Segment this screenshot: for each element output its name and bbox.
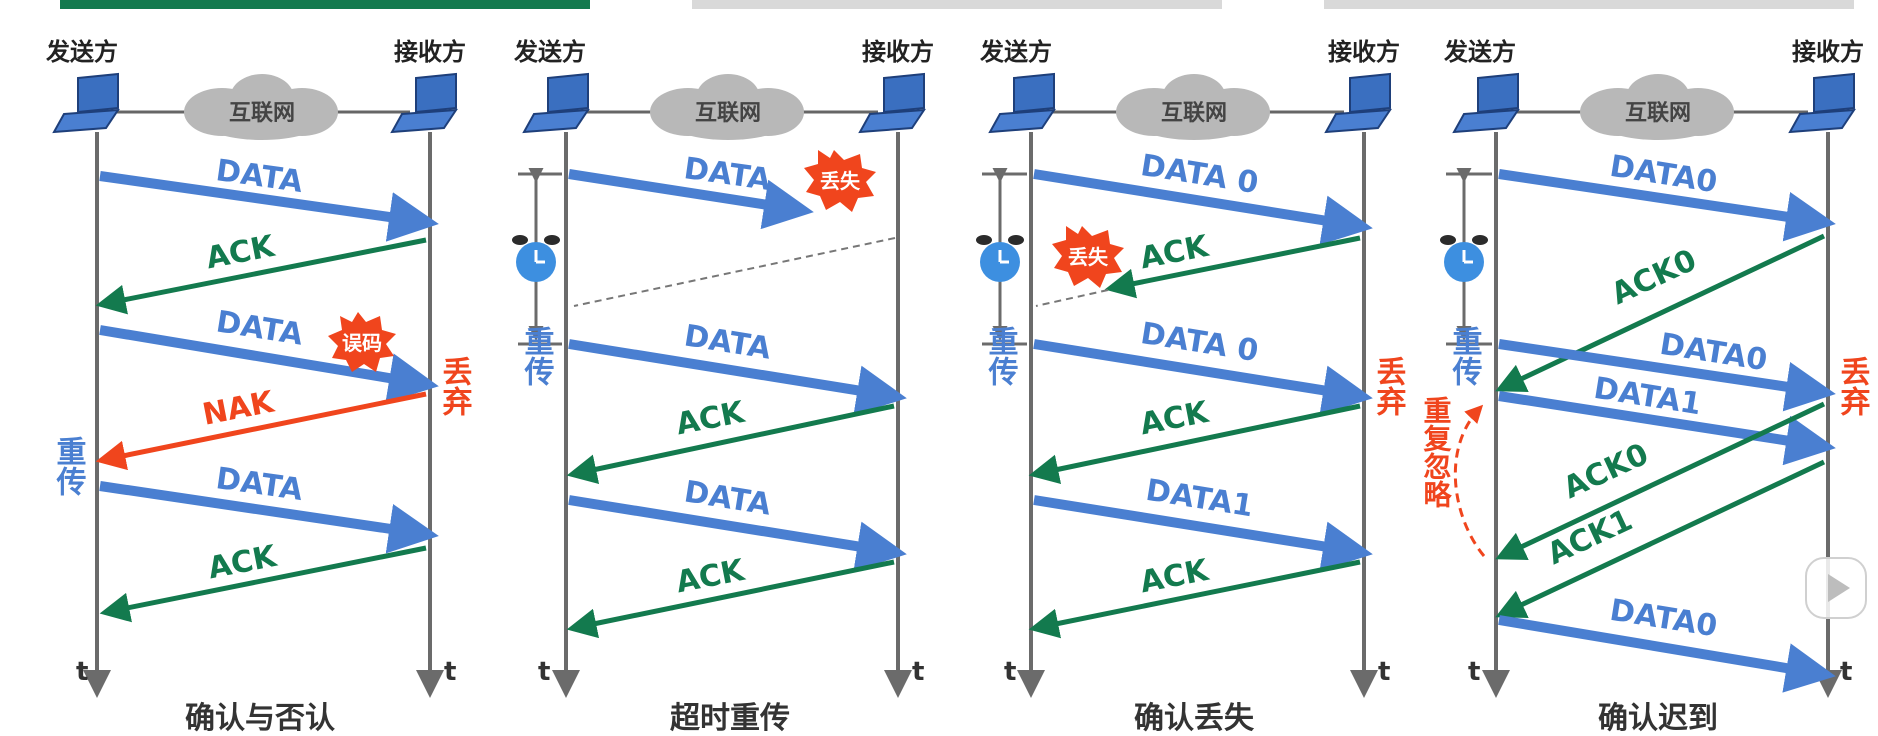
sender-label: 发送方 <box>513 38 586 66</box>
time-label: t <box>1468 657 1480 687</box>
ack-arrow <box>99 545 427 623</box>
alarm-clock-icon <box>512 235 560 282</box>
discard-note: 丢弃 <box>1371 356 1407 416</box>
play-icon <box>1828 574 1850 602</box>
panel-timeout-retransmit: 发送方 接收方 互联网 t t DATA <box>512 38 934 736</box>
message-label: DATA <box>214 305 306 353</box>
data-arrow <box>1033 169 1373 245</box>
sender-laptop-icon <box>522 72 590 134</box>
ack-arrow <box>566 403 895 484</box>
ack-arrow <box>1028 559 1361 639</box>
data-arrow <box>99 481 439 554</box>
panel-caption: 超时重传 <box>670 701 790 736</box>
sender-label: 发送方 <box>1443 38 1516 66</box>
receiver-laptop-icon <box>858 72 926 134</box>
ignore-note: 重复忽略 <box>1420 396 1453 508</box>
ack-arrow <box>1495 459 1826 618</box>
message-label: ACK0 <box>1558 437 1654 506</box>
discard-note: 丢弃 <box>437 356 473 416</box>
panel-ack-lost: 发送方 接收方 互联网 t t DATA 0 <box>976 38 1407 736</box>
lost-burst-icon: 丢失 <box>804 150 876 212</box>
cloud-icon <box>1580 74 1734 140</box>
lost-ack-dash <box>1035 289 1109 307</box>
tab-inactive[interactable] <box>692 0 1222 9</box>
ack-arrow <box>1104 235 1361 299</box>
nak-arrow <box>95 391 427 471</box>
receiver-laptop-icon <box>1324 72 1392 134</box>
error-tag: 误码 <box>342 331 382 355</box>
lost-tag: 丢失 <box>820 169 861 193</box>
cloud-icon <box>184 74 338 140</box>
data-arrow <box>1498 391 1836 466</box>
network-label: 互联网 <box>1161 101 1227 126</box>
panel-caption: 确认丢失 <box>1134 701 1255 736</box>
time-label: t <box>912 657 924 687</box>
sender-label: 发送方 <box>979 38 1052 66</box>
ack-arrow <box>95 237 427 315</box>
receiver-laptop-icon <box>390 72 458 134</box>
data-arrow <box>568 495 907 571</box>
play-button[interactable] <box>1805 557 1867 619</box>
sender-laptop-icon <box>1452 72 1520 134</box>
data-arrow <box>1033 495 1373 571</box>
data-arrow <box>568 339 907 415</box>
sender-label: 发送方 <box>45 38 118 66</box>
data-arrow <box>1498 339 1836 412</box>
time-label: t <box>76 657 88 687</box>
data-arrow <box>1033 339 1373 415</box>
panel-caption: 确认与否认 <box>185 701 335 736</box>
network-label: 互联网 <box>1625 101 1691 126</box>
sender-laptop-icon <box>988 72 1056 134</box>
receiver-label: 接收方 <box>394 38 466 66</box>
discard-note: 丢弃 <box>1835 356 1871 416</box>
panel-ack-delayed: 发送方 接收方 互联网 t t DATA0 <box>1420 38 1871 736</box>
receiver-label: 接收方 <box>1792 38 1864 66</box>
data-arrow <box>99 325 439 403</box>
error-burst-icon: 误码 <box>328 312 396 372</box>
time-label: t <box>1378 657 1390 687</box>
time-label: t <box>538 657 550 687</box>
ignore-curve <box>1453 404 1486 557</box>
retransmit-note: 重传 <box>51 436 88 496</box>
data-arrow <box>99 171 439 242</box>
time-label: t <box>444 657 456 687</box>
alarm-clock-icon <box>976 235 1024 282</box>
ack-arrow <box>566 559 895 639</box>
tab-active[interactable] <box>60 0 590 9</box>
ack-arrow <box>1495 233 1826 392</box>
time-label: t <box>1004 657 1016 687</box>
retransmit-note: 重传 <box>983 326 1020 386</box>
retransmit-note: 重传 <box>1447 326 1484 386</box>
data-arrow <box>1498 615 1836 693</box>
alarm-clock-icon <box>1440 235 1488 282</box>
network-label: 互联网 <box>229 101 295 126</box>
cloud-icon <box>1116 74 1270 140</box>
ack-arrow <box>1028 403 1361 485</box>
lost-tag: 丢失 <box>1068 245 1109 269</box>
receiver-laptop-icon <box>1788 72 1856 134</box>
panel-confirm-and-deny: 发送方 接收方 互联网 t t DATA ACK DATA 误码 NAK <box>45 38 473 736</box>
data-arrow <box>568 169 814 230</box>
timeout-dash <box>573 237 896 307</box>
tab-inactive[interactable] <box>1324 0 1854 9</box>
time-label: t <box>1840 657 1852 687</box>
message-label: ACK <box>673 395 749 443</box>
panel-caption: 确认迟到 <box>1598 701 1718 736</box>
network-label: 互联网 <box>695 101 761 126</box>
message-label: ACK <box>1137 395 1213 443</box>
sender-laptop-icon <box>52 72 120 134</box>
ack-arrow <box>1495 401 1826 560</box>
retransmit-note: 重传 <box>519 326 556 386</box>
data-arrow <box>1498 169 1836 242</box>
lost-burst-icon: 丢失 <box>1052 226 1124 288</box>
receiver-label: 接收方 <box>1328 38 1400 66</box>
receiver-label: 接收方 <box>862 38 934 66</box>
cloud-icon <box>650 74 804 140</box>
